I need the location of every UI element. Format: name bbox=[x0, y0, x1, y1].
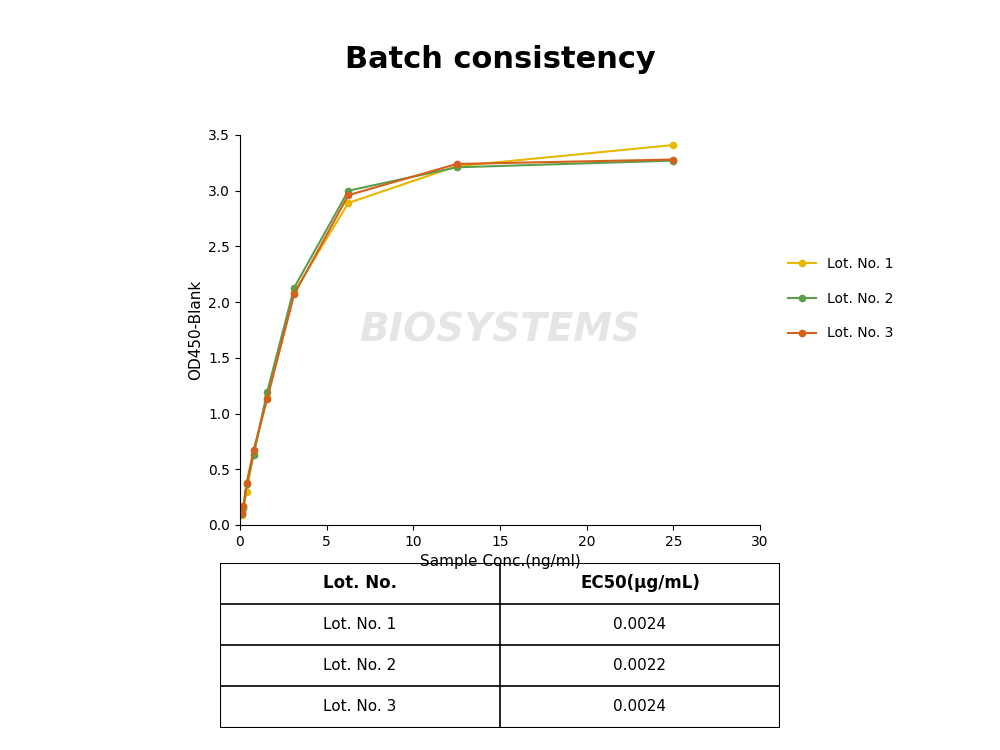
Text: 0.0024: 0.0024 bbox=[614, 699, 666, 714]
Lot. No. 3 bbox=[667, 155, 679, 164]
Lot. No. 1 bbox=[236, 511, 248, 520]
Text: EC50(μg/mL): EC50(μg/mL) bbox=[580, 574, 700, 592]
Lot. No. 3 bbox=[288, 290, 300, 298]
Lot. No. 2 bbox=[241, 479, 253, 488]
Line: Lot. No. 1: Lot. No. 1 bbox=[239, 142, 676, 518]
Line: Lot. No. 3: Lot. No. 3 bbox=[239, 157, 676, 516]
Text: Lot. No. 1: Lot. No. 1 bbox=[323, 616, 397, 632]
Lot. No. 1 bbox=[342, 199, 354, 208]
Lot. No. 2 bbox=[667, 156, 679, 165]
Text: BIOSYSTEMS: BIOSYSTEMS bbox=[360, 311, 640, 349]
Lot. No. 2 bbox=[342, 186, 354, 195]
Lot. No. 3 bbox=[261, 394, 273, 404]
Text: Batch consistency: Batch consistency bbox=[345, 45, 655, 74]
X-axis label: Sample Conc.(ng/ml): Sample Conc.(ng/ml) bbox=[420, 554, 580, 569]
Lot. No. 1 bbox=[667, 140, 679, 149]
Lot. No. 3 bbox=[236, 509, 248, 518]
Lot. No. 2 bbox=[288, 284, 300, 292]
Lot. No. 3 bbox=[241, 478, 253, 488]
Lot. No. 2 bbox=[451, 163, 463, 172]
Line: Lot. No. 2: Lot. No. 2 bbox=[239, 158, 676, 517]
Lot. No. 2 bbox=[261, 388, 273, 397]
Lot. No. 3 bbox=[248, 446, 260, 454]
Lot. No. 3 bbox=[342, 190, 354, 200]
Text: 0.0022: 0.0022 bbox=[614, 658, 666, 674]
Lot. No. 3 bbox=[237, 502, 249, 511]
Lot. No. 2 bbox=[237, 504, 249, 513]
Legend: Lot. No. 1, Lot. No. 2, Lot. No. 3: Lot. No. 1, Lot. No. 2, Lot. No. 3 bbox=[783, 251, 899, 346]
Lot. No. 1 bbox=[261, 392, 273, 401]
Lot. No. 1 bbox=[237, 503, 249, 512]
Text: Lot. No. 2: Lot. No. 2 bbox=[323, 658, 397, 674]
Text: 0.0024: 0.0024 bbox=[614, 616, 666, 632]
Lot. No. 1 bbox=[241, 487, 253, 496]
Lot. No. 3 bbox=[451, 160, 463, 169]
Text: Lot. No. 3: Lot. No. 3 bbox=[323, 699, 397, 714]
Text: Lot. No.: Lot. No. bbox=[323, 574, 397, 592]
Lot. No. 2 bbox=[248, 450, 260, 459]
Lot. No. 1 bbox=[451, 162, 463, 171]
Lot. No. 1 bbox=[248, 449, 260, 458]
Y-axis label: OD450-Blank: OD450-Blank bbox=[188, 280, 203, 380]
Lot. No. 1 bbox=[288, 287, 300, 296]
Lot. No. 2 bbox=[236, 509, 248, 518]
